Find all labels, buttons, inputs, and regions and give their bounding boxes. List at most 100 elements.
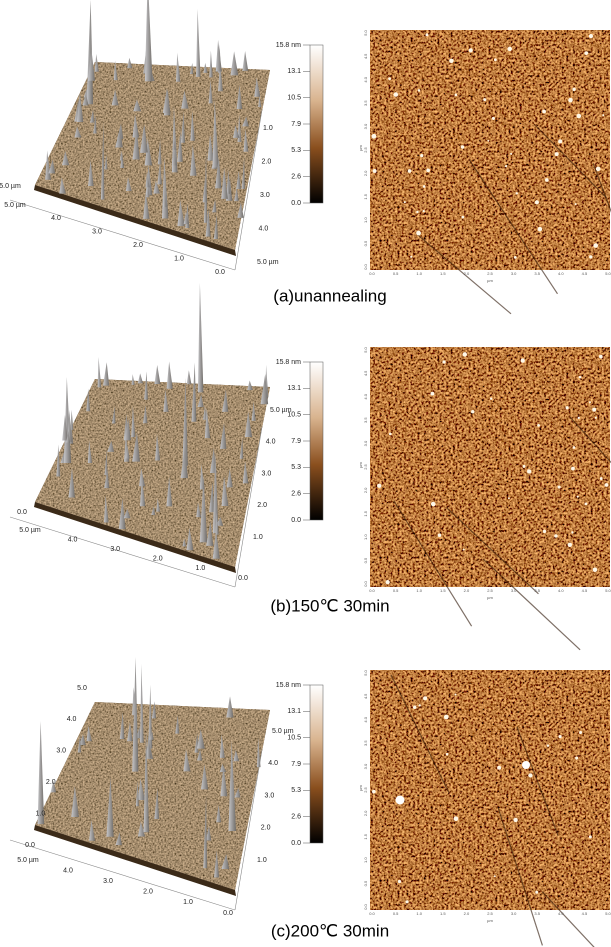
image-y-tick: 3.0 (363, 123, 368, 129)
colorbar-label: 0.0 (291, 840, 301, 847)
image-x-tick: 2.0 (464, 588, 470, 593)
caption: (a)unannealing (273, 286, 386, 305)
afm-particle (487, 140, 489, 142)
image-x-tick: 3.0 (511, 271, 517, 276)
image-x-label: µm (487, 278, 493, 283)
afm-particle (579, 376, 582, 379)
afm-particle (577, 496, 579, 498)
spike (138, 373, 143, 383)
spike (209, 50, 212, 77)
afm-particle (522, 761, 530, 769)
image-y-tick: 5.0 (363, 29, 368, 35)
image-y-tick: 2.0 (363, 170, 368, 176)
afm-particle (416, 211, 418, 213)
image-y-tick: 1.5 (363, 510, 368, 516)
colorbar-label: 7.9 (291, 761, 301, 768)
image-x-tick: 3.5 (534, 588, 540, 593)
axis-label: 4.0 (51, 215, 61, 222)
afm-particle (605, 483, 609, 487)
afm-particle (423, 696, 427, 700)
afm-particle (593, 243, 598, 248)
axis-label: 1.0 (36, 810, 46, 817)
axis-label: 2.0 (261, 825, 271, 832)
axis-label: 5.0 µm (17, 857, 39, 864)
afm-particle (543, 530, 546, 533)
afm-particle (514, 256, 517, 259)
afm-particle (516, 192, 518, 194)
afm-particle (571, 531, 573, 533)
image-y-tick: 0.5 (363, 880, 368, 886)
afm-particle (513, 818, 517, 822)
panel: 5.04.03.02.01.00.05.0 µm4.03.02.01.00.05… (10, 657, 611, 947)
afm-particle (555, 152, 559, 156)
spike (216, 40, 222, 72)
afm-particle (545, 178, 549, 182)
axis-label: 3.0 (265, 792, 275, 799)
colorbar (310, 45, 323, 203)
image-y-tick: 0.0 (363, 263, 368, 269)
image-x-tick: 5.0 (605, 588, 611, 593)
image-y-tick: 0.0 (363, 580, 368, 586)
afm-particle (600, 477, 603, 480)
image-x-tick: 0.0 (369, 588, 375, 593)
colorbar-label: 5.3 (291, 147, 301, 154)
image-x-label: µm (487, 918, 493, 923)
axis-label: 1.0 (183, 899, 193, 906)
spike (167, 362, 173, 389)
image-y-tick: 3.0 (363, 763, 368, 769)
colorbar-label: 15.8 nm (276, 359, 301, 366)
afm-particle (455, 693, 457, 695)
spike (242, 51, 248, 71)
afm-particle (535, 200, 539, 204)
image-y-tick: 2.5 (363, 463, 368, 469)
axis-label: 4.0 (68, 536, 78, 543)
afm-particle (571, 467, 575, 471)
spike (187, 370, 192, 384)
image-x-tick: 4.5 (582, 911, 588, 916)
afm-particle (461, 145, 464, 148)
afm-particle (389, 433, 392, 436)
image-y-tick: 2.0 (363, 487, 368, 493)
afm-particle (510, 153, 512, 155)
afm-particle (490, 398, 492, 400)
image-x-tick: 1.5 (440, 271, 446, 276)
image-y-tick: 3.5 (363, 100, 368, 106)
spike (38, 721, 45, 824)
afm-particle (568, 98, 573, 103)
axis-label: 2.0 (257, 502, 267, 509)
image-x-tick: 0.5 (393, 588, 399, 593)
axis-label: 2.0 (262, 158, 272, 165)
image-y-tick: 5.0 (363, 346, 368, 352)
caption: (c)200℃ 30min (271, 921, 389, 940)
image-y-tick: 4.5 (363, 53, 368, 59)
surface-texture (35, 62, 270, 250)
image-y-tick: 4.5 (363, 693, 368, 699)
image-y-label: µm (358, 462, 363, 468)
image-y-tick: 1.5 (363, 193, 368, 199)
image-y-tick: 3.5 (363, 740, 368, 746)
afm-particle (463, 549, 465, 551)
afm-particle (538, 227, 543, 232)
afm-particle (602, 114, 604, 116)
afm-particle (444, 715, 449, 720)
afm-particle (420, 154, 423, 157)
colorbar-label: 10.5 (287, 735, 301, 742)
afm-particle (423, 210, 425, 212)
spike (103, 362, 109, 385)
axis-label: 2.0 (133, 242, 143, 249)
afm-particle (419, 704, 421, 706)
image-x-label: µm (487, 595, 493, 600)
afm-particle (446, 753, 449, 756)
afm-particle (413, 705, 417, 709)
spike (226, 696, 233, 717)
afm-particle (454, 816, 459, 821)
afm-particle (535, 891, 538, 894)
image-y-tick: 2.5 (363, 786, 368, 792)
afm-particle (449, 59, 453, 63)
image-y-tick: 4.5 (363, 370, 368, 376)
afm-particle (471, 410, 474, 413)
afm-particle (575, 757, 578, 760)
colorbar-label: 5.3 (291, 464, 301, 471)
afm-particle (559, 735, 562, 738)
image-y-tick: 2.0 (363, 810, 368, 816)
